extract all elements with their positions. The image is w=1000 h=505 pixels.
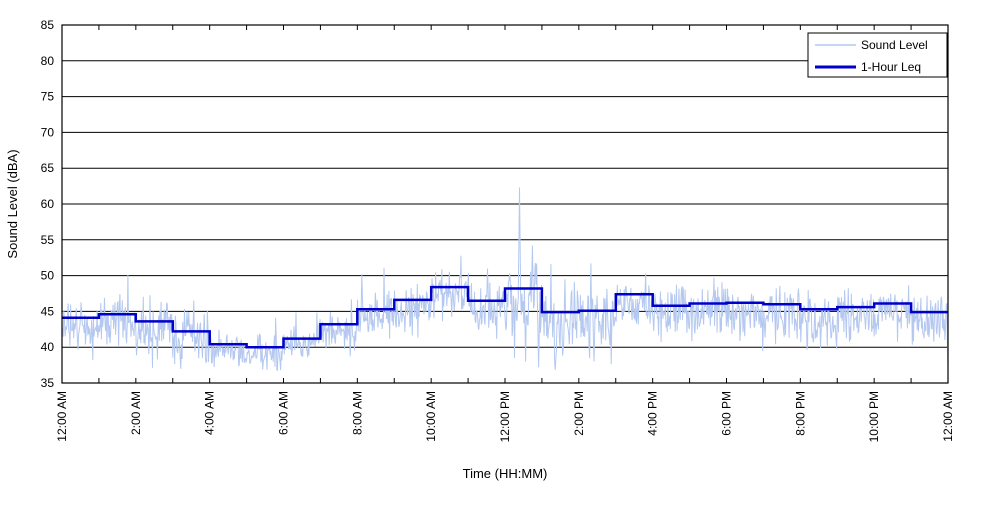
y-tick-label: 45: [41, 304, 55, 318]
y-tick-label: 85: [41, 18, 55, 32]
axes-and-ticks: [61, 24, 949, 384]
y-tick-label: 50: [41, 269, 55, 283]
x-tick-label: 12:00 PM: [498, 391, 512, 442]
y-axis-title: Sound Level (dBA): [5, 149, 20, 258]
y-tick-label: 40: [41, 340, 55, 354]
x-tick-label: 6:00 PM: [720, 391, 734, 436]
legend-box: [807, 32, 948, 78]
x-tick-label: 2:00 AM: [129, 391, 143, 435]
leq-step-line: [62, 285, 948, 349]
plot-border: [61, 24, 949, 384]
x-tick-label: 8:00 PM: [793, 391, 807, 436]
sound-level-trace: [61, 187, 949, 371]
x-tick-label: 10:00 AM: [424, 391, 438, 442]
x-tick-label: 10:00 PM: [867, 391, 881, 442]
y-tick-label: 70: [41, 125, 55, 139]
x-tick-label: 4:00 AM: [203, 391, 217, 435]
y-tick-label: 65: [41, 161, 55, 175]
y-tick-label: 80: [41, 54, 55, 68]
x-axis-title: Time (HH:MM): [463, 466, 548, 481]
x-tick-label: 12:00 AM: [941, 391, 955, 442]
x-tick-label: 2:00 PM: [572, 391, 586, 436]
legend: Sound Level 1-Hour Leq: [807, 32, 948, 78]
y-tick-label: 60: [41, 197, 55, 211]
x-tick-label: 8:00 AM: [350, 391, 364, 435]
legend-label-sound-level: Sound Level: [861, 38, 928, 52]
x-tick-label: 12:00 AM: [55, 391, 69, 442]
y-tick-label: 55: [41, 233, 55, 247]
legend-label-leq: 1-Hour Leq: [861, 60, 921, 74]
series-traces: [61, 187, 949, 371]
y-tick-label: 35: [41, 376, 55, 390]
y-tick-label: 75: [41, 90, 55, 104]
x-tick-label: 4:00 PM: [646, 391, 660, 436]
x-tick-label: 6:00 AM: [277, 391, 291, 435]
